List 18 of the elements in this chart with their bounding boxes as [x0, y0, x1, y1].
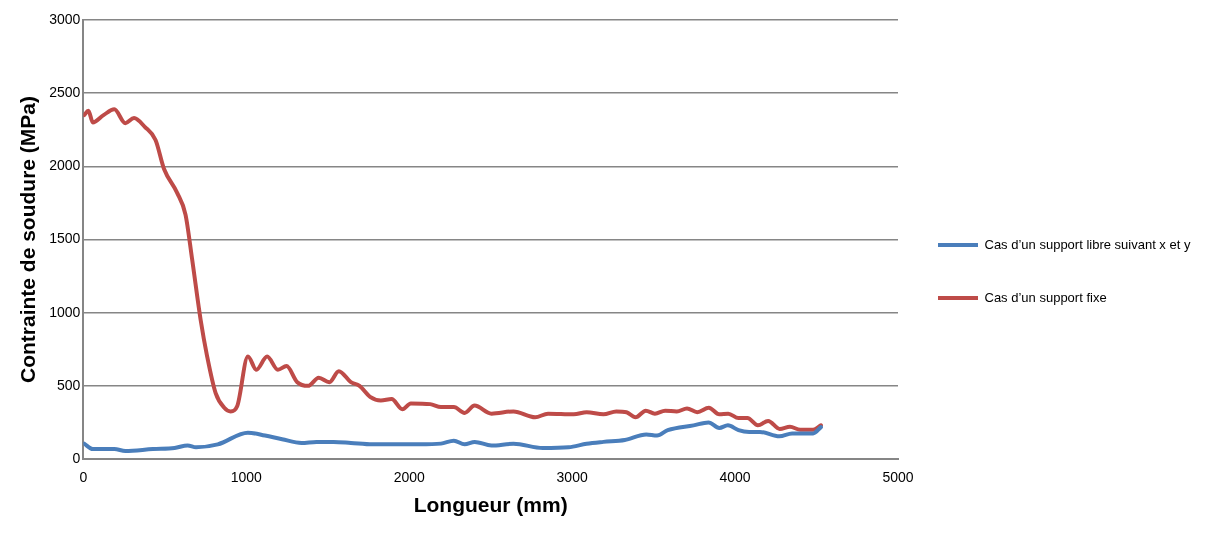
y-tick-label: 2500 [49, 84, 81, 101]
x-tick-label: 2000 [393, 469, 425, 486]
x-tick-label: 5000 [882, 469, 914, 486]
x-tick-label: 4000 [719, 469, 751, 486]
x-tick-label: 1000 [230, 469, 263, 486]
y-tick-label: 500 [56, 376, 81, 393]
x-tick-label: 3000 [556, 469, 588, 486]
legend-label: Cas d’un support fixe [984, 289, 1107, 305]
y-tick-label: 1000 [49, 303, 81, 320]
y-tick-label: 1500 [49, 230, 81, 247]
y-tick-label: 2000 [49, 157, 81, 174]
line-series [83, 420, 823, 453]
y-tick-label: 0 [72, 449, 81, 466]
y-tick-label: 3000 [49, 10, 81, 27]
line-series [83, 107, 823, 432]
y-axis-title: Contrainte de soudure (MPa) [16, 95, 40, 384]
x-axis-title: Longueur (mm) [413, 493, 568, 517]
legend-label: Cas d’un support libre suivant x et y [984, 236, 1191, 252]
